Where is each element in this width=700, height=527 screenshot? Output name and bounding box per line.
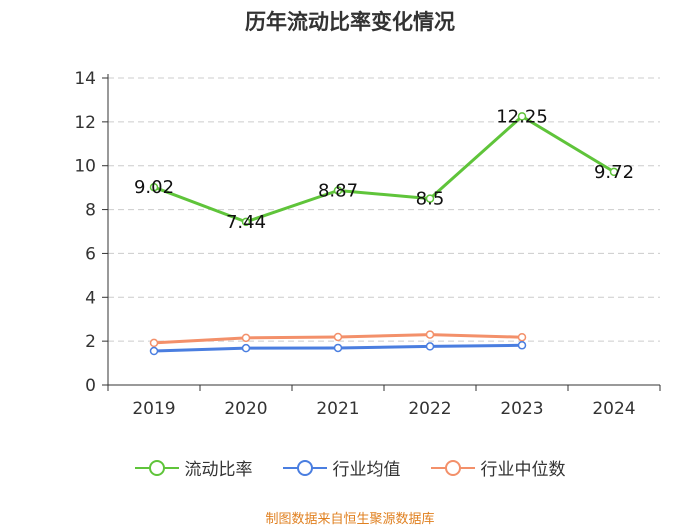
line-circle-icon <box>430 459 475 476</box>
line-circle-icon <box>282 459 327 476</box>
y-tick-label: 10 <box>74 157 96 177</box>
data-point[interactable] <box>149 346 159 356</box>
y-tick-label: 12 <box>74 113 96 133</box>
legend: 流动比率 行业均值 行业中位数 <box>0 455 700 480</box>
x-tick-label: 2020 <box>224 399 267 419</box>
legend-label: 流动比率 <box>184 460 253 480</box>
x-tick-label: 2022 <box>408 399 451 419</box>
source-note: 制图数据来自恒生聚源数据库 <box>265 512 435 527</box>
data-point[interactable] <box>333 332 343 342</box>
x-tick-label: 2023 <box>500 399 543 419</box>
data-point[interactable] <box>517 112 527 121</box>
y-tick-label: 6 <box>85 244 96 264</box>
y-tick-label: 14 <box>74 69 96 89</box>
legend-label: 行业均值 <box>332 460 401 480</box>
x-tick-label: 2021 <box>316 399 359 419</box>
x-tick-label: 2019 <box>132 399 175 419</box>
data-point[interactable] <box>609 167 619 177</box>
data-label: 9.72 <box>594 162 634 183</box>
legend-item-current-ratio[interactable]: 流动比率 <box>134 455 253 480</box>
data-point[interactable] <box>149 182 159 192</box>
data-point[interactable] <box>333 343 343 353</box>
data-label: 7.44 <box>226 212 266 233</box>
data-point[interactable] <box>333 186 343 195</box>
data-point[interactable] <box>425 330 435 339</box>
legend-item-industry-median[interactable]: 行业中位数 <box>430 455 566 480</box>
data-point[interactable] <box>425 194 435 203</box>
legend-item-industry-mean[interactable]: 行业均值 <box>282 455 401 480</box>
data-point[interactable] <box>241 333 251 343</box>
x-tick-label: 2024 <box>592 399 635 419</box>
data-point[interactable] <box>517 341 527 350</box>
y-tick-label: 2 <box>85 332 96 352</box>
data-label: 12.25 <box>496 106 548 127</box>
data-point[interactable] <box>149 338 159 348</box>
y-tick-label: 0 <box>85 376 96 396</box>
data-point[interactable] <box>241 343 251 353</box>
line-circle-icon <box>134 459 179 476</box>
series-line-0 <box>153 114 615 224</box>
legend-label: 行业中位数 <box>480 460 566 480</box>
y-tick-label: 4 <box>85 288 96 308</box>
data-point[interactable] <box>425 342 435 351</box>
data-label: 8.5 <box>416 189 445 210</box>
data-point[interactable] <box>241 217 251 227</box>
data-label: 9.02 <box>134 177 174 198</box>
chart-title: 历年流动比率变化情况 <box>245 10 455 34</box>
data-label: 8.87 <box>318 180 358 201</box>
y-tick-label: 8 <box>85 201 96 221</box>
data-point[interactable] <box>517 332 527 342</box>
